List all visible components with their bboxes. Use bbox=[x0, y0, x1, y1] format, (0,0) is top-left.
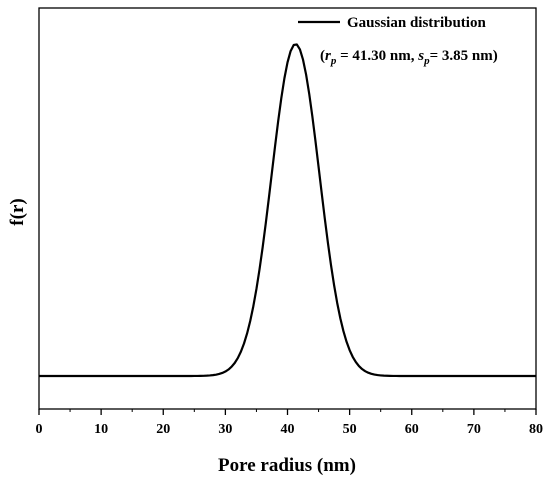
y-axis-label: f(r) bbox=[7, 198, 28, 225]
legend: Gaussian distribution (rp = 41.30 nm, sp… bbox=[298, 15, 498, 67]
x-tick-label-30: 30 bbox=[218, 422, 232, 437]
x-tick-label-0: 0 bbox=[36, 422, 43, 437]
x-tick-label-80: 80 bbox=[529, 422, 543, 437]
legend-label: Gaussian distribution bbox=[347, 15, 486, 31]
x-tick-label-60: 60 bbox=[405, 422, 419, 437]
gaussian-distribution-line bbox=[39, 43, 536, 378]
x-axis-label: Pore radius (nm) bbox=[218, 455, 356, 476]
x-tick-label-20: 20 bbox=[156, 422, 170, 437]
x-axis-tick-labels: 0 10 20 30 40 50 60 70 80 bbox=[36, 422, 544, 437]
x-tick-label-70: 70 bbox=[467, 422, 481, 437]
x-axis-ticks bbox=[38, 409, 537, 415]
parameter-annotation: (rp = 41.30 nm, sp= 3.85 nm) bbox=[320, 48, 498, 67]
x-tick-label-40: 40 bbox=[281, 422, 295, 437]
x-tick-label-50: 50 bbox=[343, 422, 357, 437]
x-tick-label-10: 10 bbox=[94, 422, 108, 437]
